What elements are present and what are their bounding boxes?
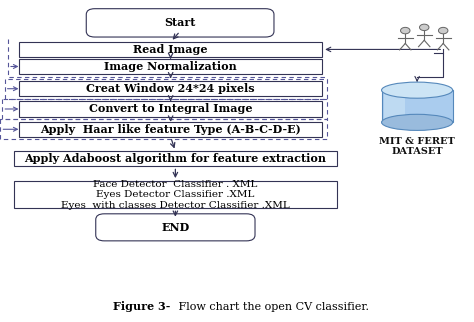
FancyBboxPatch shape (96, 214, 255, 241)
FancyBboxPatch shape (384, 92, 405, 121)
Ellipse shape (382, 82, 453, 98)
Circle shape (401, 27, 410, 34)
FancyBboxPatch shape (19, 42, 322, 57)
Ellipse shape (382, 114, 453, 130)
Text: Convert to Integral Image: Convert to Integral Image (89, 103, 252, 115)
FancyBboxPatch shape (14, 181, 337, 208)
Text: Creat Window 24*24 pixels: Creat Window 24*24 pixels (86, 83, 255, 94)
FancyBboxPatch shape (19, 122, 322, 137)
Circle shape (438, 27, 448, 34)
FancyBboxPatch shape (19, 59, 322, 74)
FancyBboxPatch shape (86, 9, 274, 37)
Text: Read Image: Read Image (133, 44, 208, 55)
FancyBboxPatch shape (19, 81, 322, 96)
Text: MIT & FERET
DATASET: MIT & FERET DATASET (379, 137, 455, 156)
Circle shape (419, 24, 429, 31)
Text: Face Detector  Classifier . XML
Eyes Detector Classifier .XML
Eyes  with classes: Face Detector Classifier . XML Eyes Dete… (61, 180, 290, 210)
Text: Figure 3-: Figure 3- (113, 301, 171, 312)
Text: Apply Adaboost algorithm for feature extraction: Apply Adaboost algorithm for feature ext… (24, 153, 327, 165)
FancyBboxPatch shape (19, 101, 322, 117)
Text: END: END (161, 222, 190, 233)
FancyBboxPatch shape (382, 90, 453, 122)
Text: Flow chart the open CV classifier.: Flow chart the open CV classifier. (175, 302, 369, 312)
Text: Image Normalization: Image Normalization (104, 61, 237, 72)
Text: Start: Start (164, 17, 196, 28)
FancyBboxPatch shape (14, 151, 337, 166)
Text: Apply  Haar like feature Type (A-B-C-D-E): Apply Haar like feature Type (A-B-C-D-E) (40, 124, 301, 135)
